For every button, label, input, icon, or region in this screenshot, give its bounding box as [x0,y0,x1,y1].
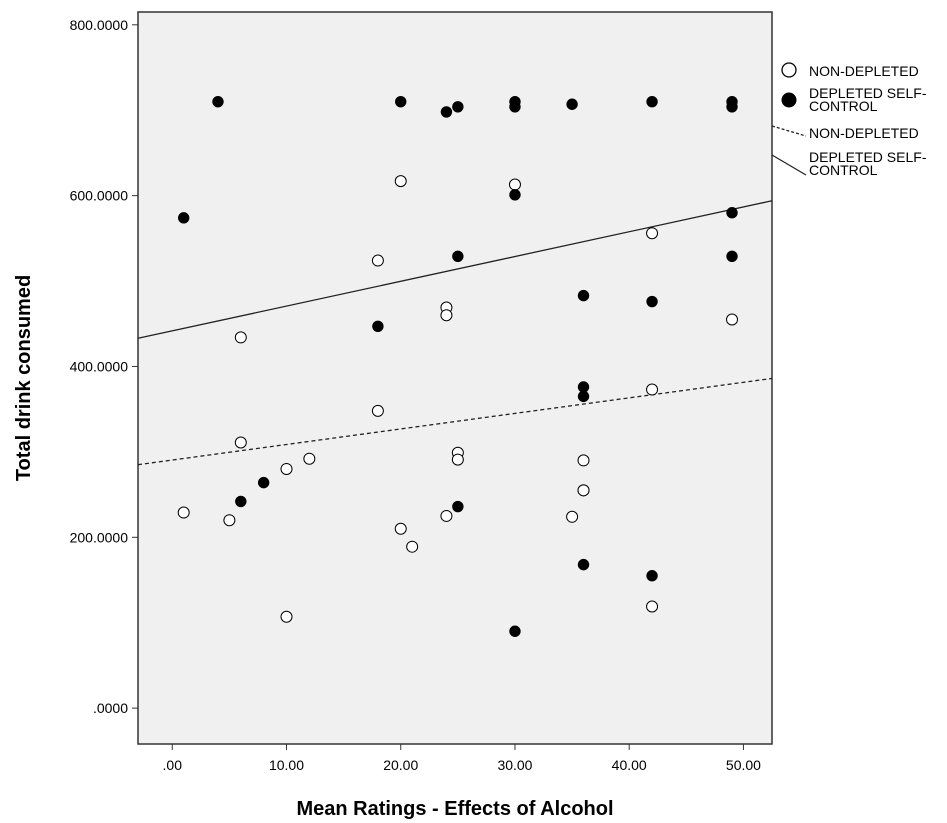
point-depleted [646,570,658,582]
point-depleted [726,250,738,262]
y-tick-label: 400.0000 [70,358,129,374]
point-depleted [509,625,521,637]
axis-ticks: .00 10.00 20.00 30.00 40.00 50.00 .0000 200.000… [70,17,762,773]
point-non-depleted [394,175,407,188]
point-non-depleted [440,309,453,322]
legend-label: CONTROL [809,98,878,114]
point-non-depleted [234,331,247,344]
legend-label: NON-DEPLETED [809,125,919,141]
plot-area [137,11,773,745]
point-non-depleted [577,454,590,467]
point-non-depleted [646,600,659,613]
point-depleted [726,207,738,219]
point-non-depleted [234,436,247,449]
x-tick-label: 10.00 [269,757,304,773]
point-non-depleted [303,452,316,465]
point-depleted [452,101,464,113]
point-depleted [577,381,590,393]
point-non-depleted [440,509,453,522]
point-non-depleted [280,462,293,475]
point-depleted [372,320,384,333]
x-axis-title: Mean Ratings - Effects of Alcohol [296,798,613,820]
point-depleted [235,495,247,508]
x-tick-label: 20.00 [383,757,418,773]
point-depleted [440,106,453,118]
point-depleted [646,295,658,308]
y-tick-label: .0000 [93,700,128,716]
legend-label: CONTROL [809,162,878,178]
point-non-depleted [566,510,579,523]
fit-line-depleted [137,200,773,339]
point-non-depleted [280,610,293,623]
data-points [177,95,739,637]
fit-lines [137,200,773,466]
point-non-depleted [646,383,659,396]
point-depleted [395,95,407,108]
legend-open-circle-icon [781,62,797,78]
x-tick-label: .00 [163,757,183,773]
point-depleted [212,95,224,108]
point-depleted [509,101,521,113]
point-non-depleted [406,540,419,553]
legend-filled-circle-icon [781,92,797,108]
x-tick-label: 30.00 [497,757,532,773]
y-tick-label: 800.0000 [70,17,129,33]
point-non-depleted [451,453,464,466]
point-non-depleted [646,227,659,240]
point-depleted [577,558,590,571]
point-non-depleted [577,484,590,497]
point-non-depleted [371,254,384,267]
x-tick-label: 50.00 [726,757,761,773]
y-tick-label: 600.0000 [70,188,129,204]
point-depleted [566,98,578,110]
point-depleted [726,101,738,113]
point-depleted [452,250,464,262]
point-depleted [577,289,590,302]
point-non-depleted [508,178,521,191]
fit-line-non-depleted [137,377,773,466]
legend-label: DEPLETED SELF- [809,149,927,165]
x-tick-label: 40.00 [612,757,647,773]
point-non-depleted [394,522,407,535]
point-depleted [577,390,590,403]
point-depleted [509,189,521,201]
y-tick-label: 200.0000 [70,529,129,545]
point-non-depleted [371,404,384,417]
point-non-depleted [223,514,236,527]
point-depleted [257,476,270,489]
legend-label: NON-DEPLETED [809,63,919,79]
point-non-depleted [726,313,739,326]
y-axis-title: Total drink consumed [13,275,35,481]
legend-dashed-line-icon [771,125,807,137]
point-non-depleted [177,506,190,519]
point-depleted [646,95,658,108]
point-depleted [452,500,464,513]
point-depleted [177,212,190,224]
legend-solid-line-icon [771,154,807,176]
legend-label: DEPLETED SELF- [809,85,927,101]
